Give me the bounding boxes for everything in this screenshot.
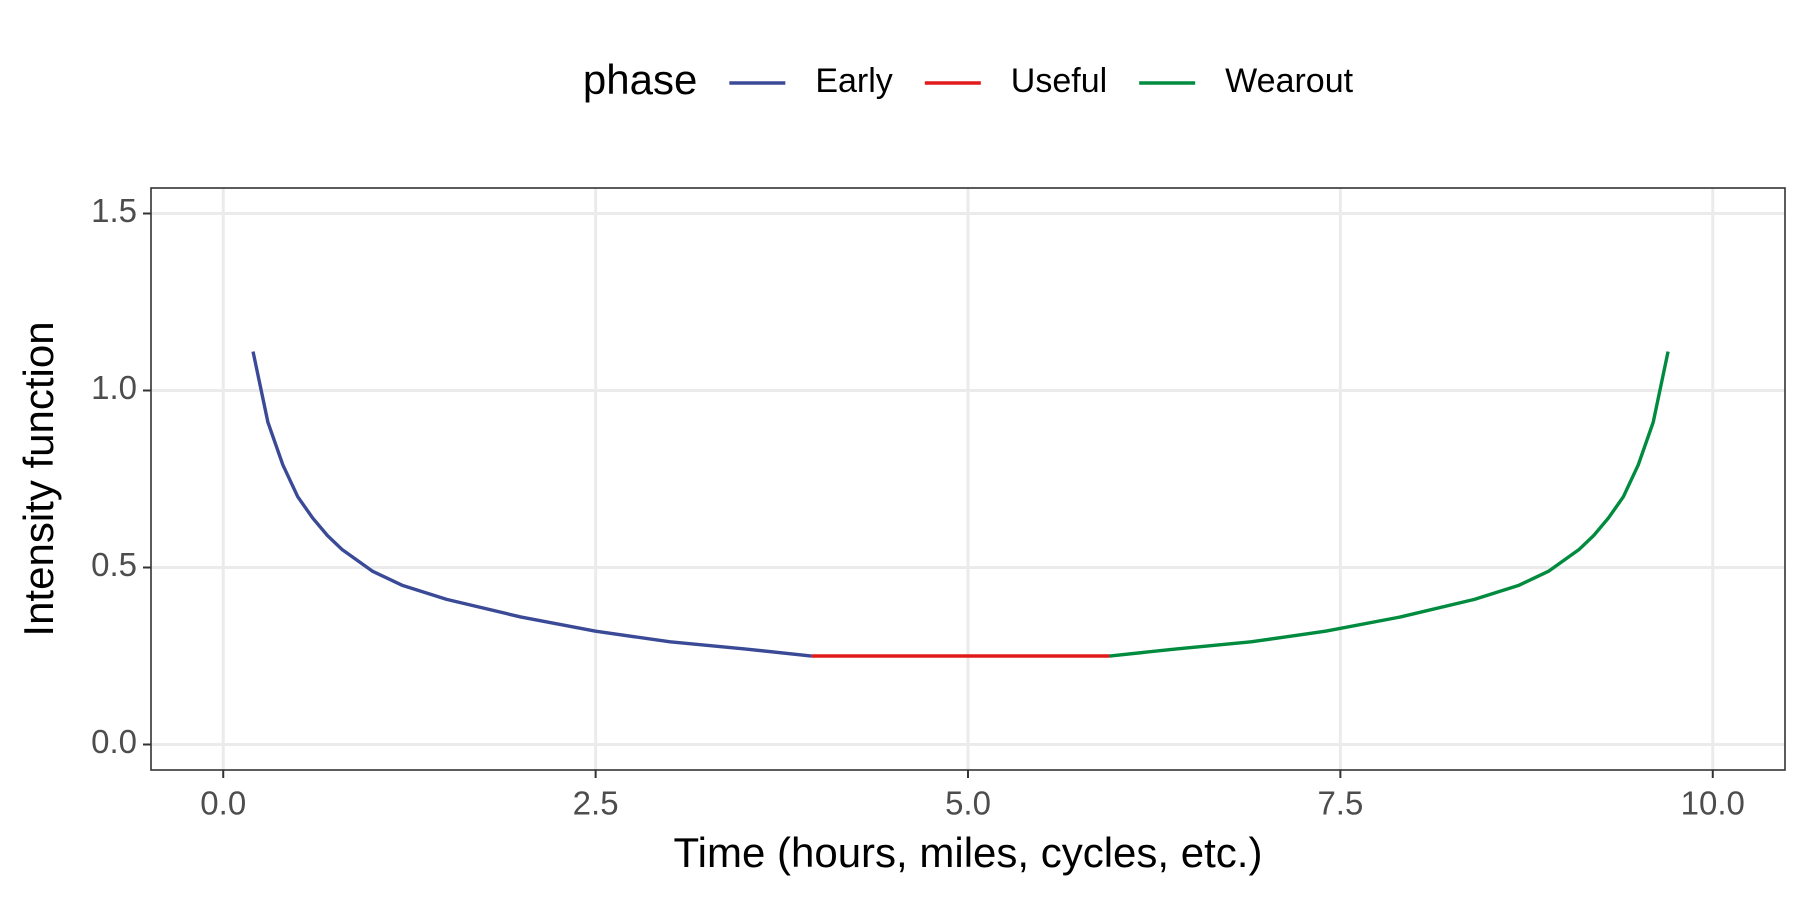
x-tick-label: 10.0 [1681,785,1745,822]
x-tick-label: 2.5 [573,785,619,822]
x-tick-label: 0.0 [200,785,246,822]
series-line [251,351,812,658]
x-tick-label: 7.5 [1317,785,1363,822]
legend-label: Wearout [1225,62,1353,100]
y-tick-label: 1.5 [91,192,137,229]
legend-label: Useful [1011,62,1107,100]
legend-label: Early [815,62,892,100]
y-axis-title: Intensity function [15,321,62,636]
lines [251,351,1670,658]
grid [151,188,1785,770]
legend-title: phase [583,56,697,103]
legend: phase Early Useful Wearout [583,56,1354,103]
y-tick-label: 1.0 [91,369,137,406]
series-line [1109,351,1670,658]
y-tick-label: 0.0 [91,723,137,760]
x-tick-label: 5.0 [945,785,991,822]
x-axis-title: Time (hours, miles, cycles, etc.) [674,829,1263,876]
y-tick-label: 0.5 [91,546,137,583]
axes: 0.0 2.5 5.0 7.5 10.0 0.0 0.5 1.0 1.5 [91,192,1745,822]
